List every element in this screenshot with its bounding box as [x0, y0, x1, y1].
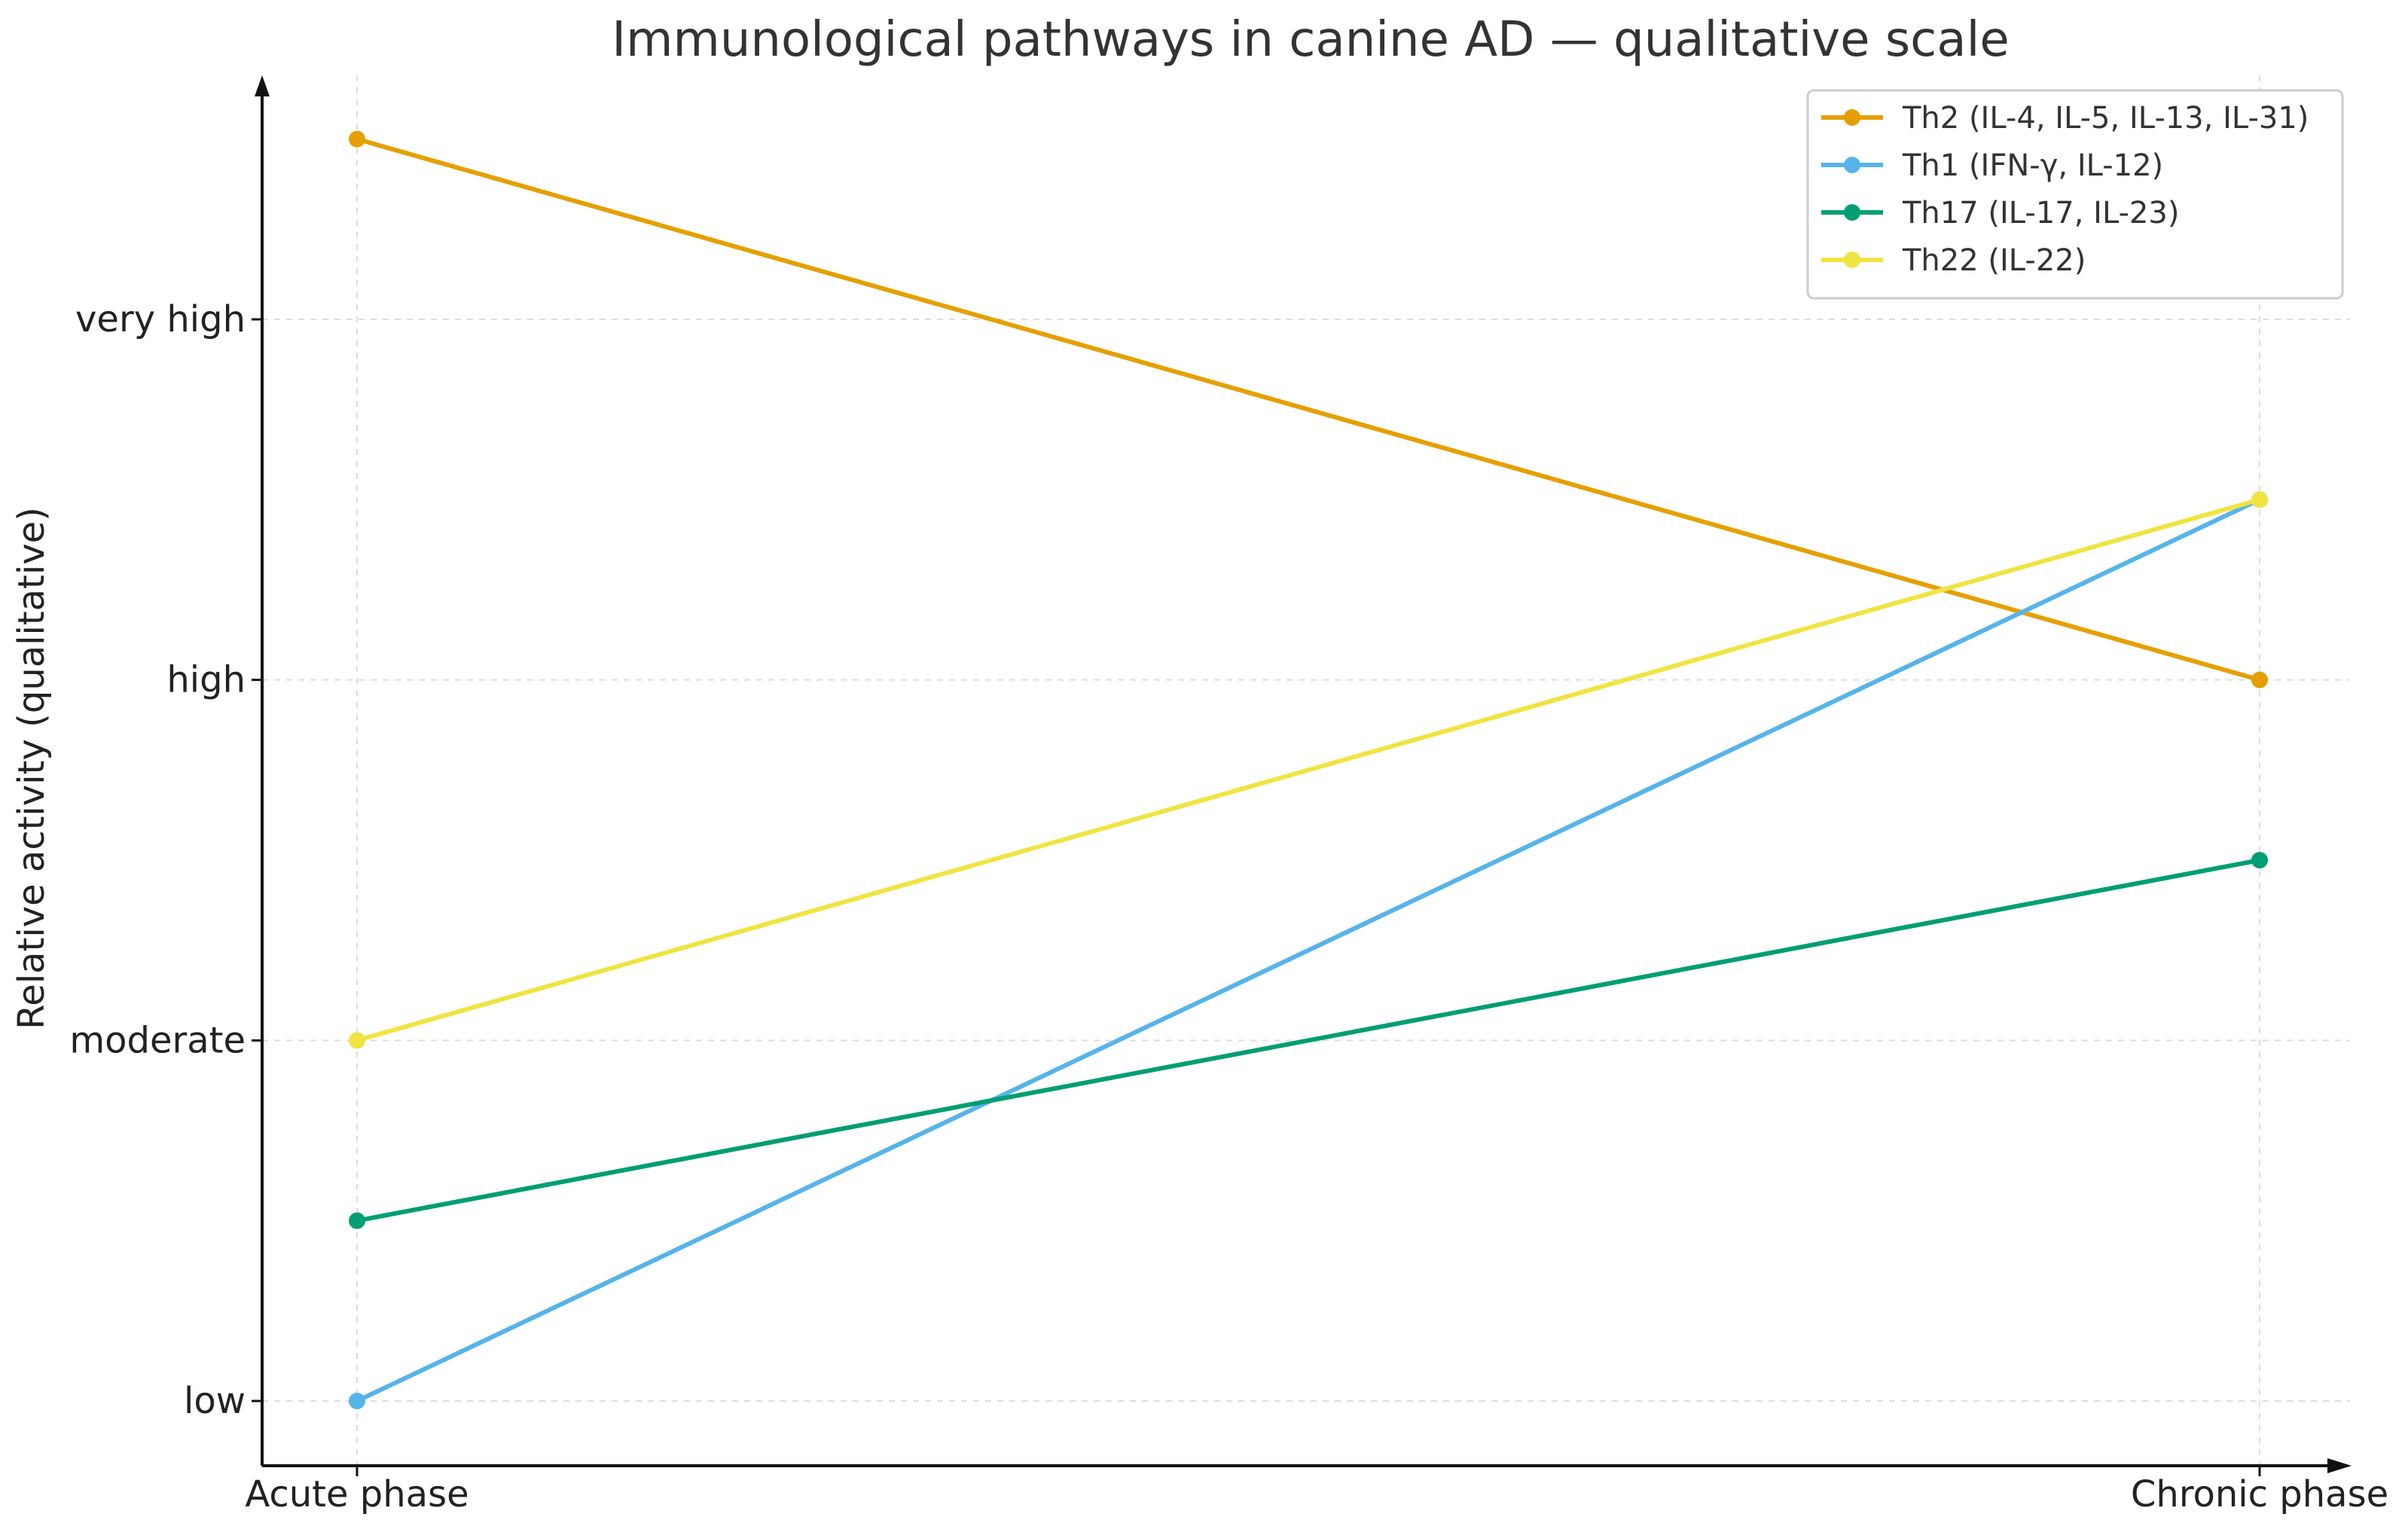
legend-label: Th22 (IL-22): [1902, 243, 2086, 278]
x-axis-arrow: [2327, 1458, 2352, 1473]
legend-marker: [1844, 252, 1860, 268]
legend-label: Th17 (IL-17, IL-23): [1902, 196, 2179, 230]
grid-lines: [262, 75, 2350, 1466]
y-tick-label: moderate: [69, 1019, 246, 1061]
y-tick-label: very high: [75, 298, 246, 340]
y-tick-label: low: [184, 1380, 246, 1422]
legend-box: [1806, 89, 2344, 300]
legend-item: Th22 (IL-22): [1821, 243, 2086, 278]
data-point: [2251, 852, 2268, 868]
y-tick-label: high: [166, 659, 246, 701]
legend-label: Th2 (IL-4, IL-5, IL-13, IL-31): [1902, 101, 2309, 136]
series-1: [349, 491, 2268, 1409]
x-tick-label: Chronic phase: [2131, 1473, 2388, 1515]
y-axis-arrow: [255, 75, 270, 96]
legend-marker: [1844, 157, 1860, 173]
legend-item: Th1 (IFN-γ, IL-12): [1821, 148, 2163, 183]
series-line: [356, 497, 2261, 1403]
data-point: [349, 1032, 365, 1049]
data-point: [2251, 491, 2268, 508]
series-line: [356, 858, 2260, 1223]
legend: Th2 (IL-4, IL-5, IL-13, IL-31) Th1 (IFN-γ…: [1806, 89, 2344, 300]
legend-marker: [1844, 109, 1860, 126]
legend-marker: [1844, 204, 1860, 221]
data-point: [349, 130, 365, 148]
series-2: [349, 852, 2268, 1229]
legend-item: Th17 (IL-17, IL-23): [1821, 196, 2179, 230]
legend-item: Th2 (IL-4, IL-5, IL-13, IL-31): [1821, 101, 2309, 136]
tick-labels: low moderate high very high Acute phase Chron…: [69, 298, 2388, 1515]
data-series: [349, 130, 2268, 1409]
legend-label: Th1 (IFN-γ, IL-12): [1902, 148, 2163, 183]
axes: [252, 75, 2352, 1476]
data-point: [2251, 671, 2268, 688]
data-point: [349, 1393, 365, 1409]
y-axis-label: Relative activity (qualitative): [11, 507, 53, 1030]
series-3: [349, 491, 2268, 1049]
series-line: [356, 497, 2260, 1043]
x-tick-label: Acute phase: [245, 1473, 468, 1515]
data-point: [349, 1212, 365, 1229]
chart-title: Immunological pathways in canine AD — qu…: [612, 12, 2009, 68]
